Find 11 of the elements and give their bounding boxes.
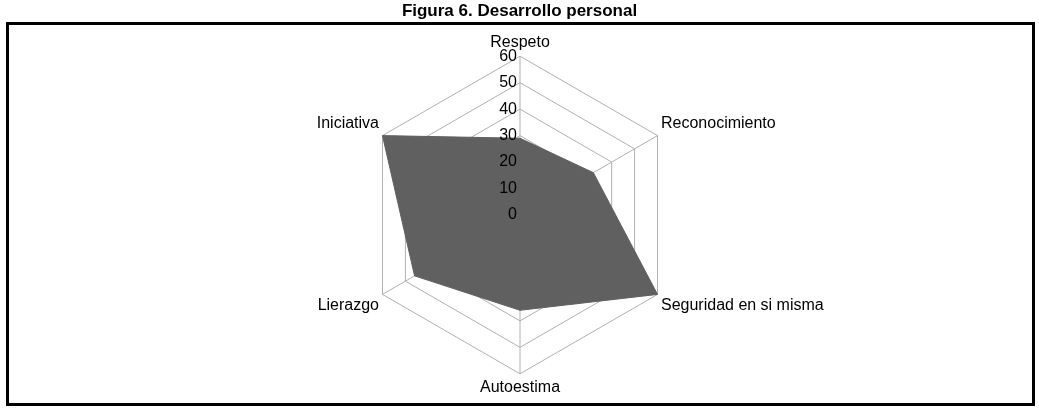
y-tick-label: 10 bbox=[499, 178, 518, 196]
spoke-label: Iniciativa bbox=[316, 114, 380, 132]
chart-title: Figura 6. Desarrollo personal bbox=[400, 0, 639, 22]
spoke-label: Autoestima bbox=[479, 377, 561, 395]
y-tick-label: 40 bbox=[499, 99, 518, 117]
y-tick-label: 20 bbox=[499, 152, 518, 170]
spoke-label: Reconocimiento bbox=[660, 114, 776, 132]
y-tick-label: 50 bbox=[499, 73, 518, 91]
spoke-label: Lierazgo bbox=[317, 296, 380, 314]
spoke-label: Seguridad en si misma bbox=[660, 296, 824, 314]
y-tick-label: 0 bbox=[508, 205, 518, 223]
